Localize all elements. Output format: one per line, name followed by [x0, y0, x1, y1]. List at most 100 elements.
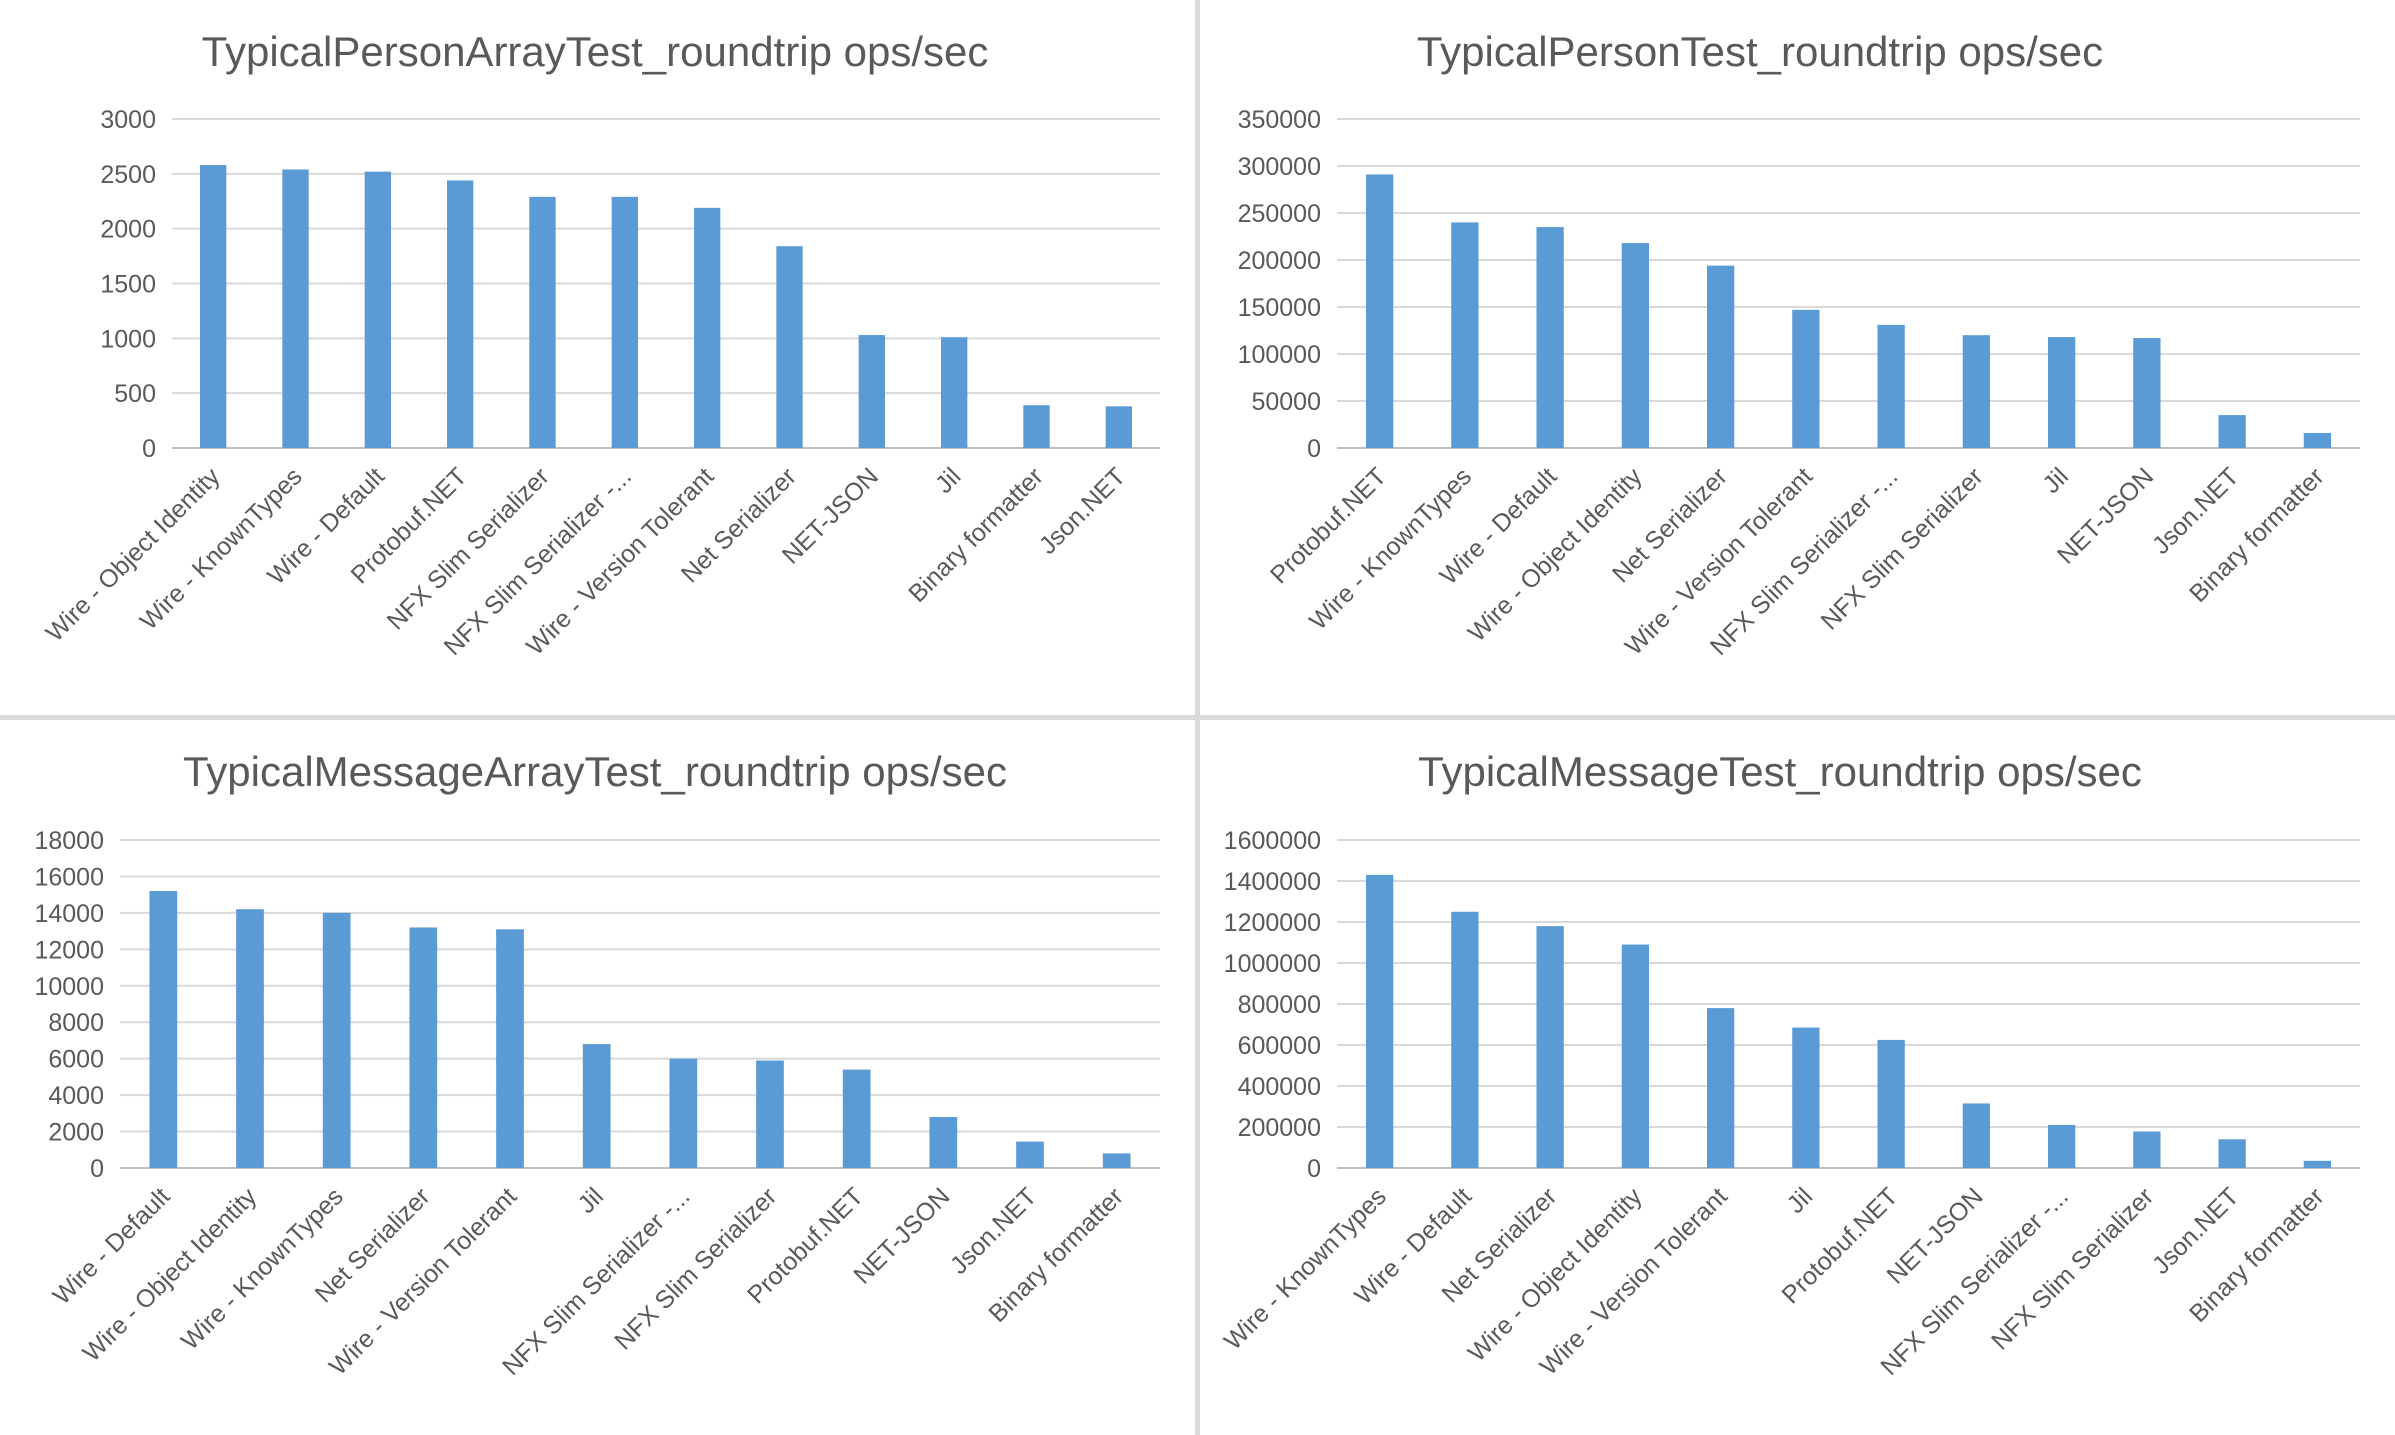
bar: [2303, 1160, 2332, 1168]
bar: [236, 909, 264, 1168]
bar: [1706, 265, 1735, 448]
y-tick-label: 14000: [34, 900, 104, 928]
bar: [858, 335, 886, 448]
chart-person-array: TypicalPersonArrayTest_roundtrip ops/sec…: [41, 28, 1160, 661]
bar: [611, 196, 639, 448]
bar: [776, 246, 803, 448]
bar: [1451, 911, 1479, 1168]
y-tick-label: 3000: [100, 106, 156, 134]
bar: [199, 165, 227, 448]
y-tick-label: 600000: [1238, 1032, 1321, 1060]
category-label: Binary formatter: [903, 462, 1049, 608]
bar: [929, 1116, 958, 1168]
chart-person: TypicalPersonTest_roundtrip ops/sec 0 5000…: [1238, 28, 2360, 661]
y-tick-label: 16000: [34, 863, 104, 891]
bar: [669, 1058, 698, 1168]
y-tick-label: 150000: [1238, 294, 1321, 322]
chart-message-array: TypicalMessageArrayTest_roundtrip ops/se…: [34, 748, 1160, 1381]
y-tick-label: 250000: [1238, 200, 1321, 228]
y-tick-label: 1600000: [1224, 827, 1321, 855]
y-tick-label: 18000: [34, 827, 104, 855]
bar: [1016, 1141, 1044, 1168]
y-tick-label: 10000: [34, 973, 104, 1001]
chart-panel-message: TypicalMessageTest_roundtrip ops/sec 0 200…: [1200, 720, 2395, 1435]
bar: [2218, 415, 2246, 448]
bar: [842, 1069, 871, 1168]
y-tick-label: 2000: [48, 1119, 104, 1147]
y-tick-label: 1200000: [1224, 909, 1321, 937]
bar: [529, 196, 556, 448]
category-label: Wire - KnownTypes: [176, 1182, 349, 1355]
horizontal-divider: [0, 715, 2395, 720]
category-label: Wire - Object Identity: [77, 1182, 262, 1367]
bar: [2133, 338, 2161, 448]
y-tick-label: 400000: [1238, 1073, 1321, 1101]
y-tick-label: 0: [1307, 1155, 1321, 1183]
bar: [940, 337, 968, 448]
bar: [1536, 926, 1564, 1168]
bar: [1792, 1027, 1820, 1168]
bar: [1877, 1039, 1905, 1168]
bar: [409, 927, 438, 1168]
bar: [2047, 1124, 2076, 1168]
category-label: Wire - KnownTypes: [1219, 1182, 1392, 1355]
bar: [1621, 243, 1650, 448]
y-tick-label: 8000: [48, 1009, 104, 1037]
category-label: Jil: [1782, 1182, 1818, 1218]
category-label: NFX Slim Serializer: [1816, 462, 1989, 635]
chart-message: TypicalMessageTest_roundtrip ops/sec 0 200…: [1219, 748, 2360, 1381]
bar: [1365, 174, 1394, 448]
chart-title: TypicalMessageTest_roundtrip ops/sec: [1418, 748, 2142, 795]
bar: [693, 207, 721, 448]
chart-panel-person: TypicalPersonTest_roundtrip ops/sec 0 5000…: [1200, 0, 2395, 715]
y-tick-label: 2500: [100, 161, 156, 189]
category-label: Wire - KnownTypes: [1304, 462, 1477, 635]
bar: [2218, 1139, 2246, 1168]
y-tick-label: 1400000: [1224, 868, 1321, 896]
bar: [1105, 406, 1133, 448]
bar: [1365, 874, 1394, 1168]
bar: [2047, 337, 2076, 448]
chart-panel-person-array: TypicalPersonArrayTest_roundtrip ops/sec…: [0, 0, 1195, 715]
category-label: Json.NET: [1034, 462, 1131, 559]
bar: [1621, 944, 1650, 1168]
y-tick-label: 500: [114, 380, 156, 408]
y-tick-label: 0: [1307, 435, 1321, 463]
y-tick-label: 1000: [100, 325, 156, 353]
category-label: NFX Slim Serializer: [609, 1182, 782, 1355]
bar: [1102, 1153, 1131, 1168]
bar: [1792, 309, 1820, 448]
category-label: Wire - KnownTypes: [135, 462, 308, 635]
y-tick-label: 12000: [34, 936, 104, 964]
chart-title: TypicalPersonArrayTest_roundtrip ops/sec: [202, 28, 989, 75]
bar: [364, 171, 392, 448]
y-tick-label: 6000: [48, 1046, 104, 1074]
y-tick-label: 100000: [1238, 341, 1321, 369]
y-tick-label: 350000: [1238, 106, 1321, 134]
y-tick-label: 200000: [1238, 247, 1321, 275]
chart-title: TypicalMessageArrayTest_roundtrip ops/se…: [183, 748, 1007, 795]
bar: [1962, 1103, 1991, 1168]
y-tick-label: 800000: [1238, 991, 1321, 1019]
category-label: Jil: [2037, 462, 2073, 498]
y-tick-label: 0: [90, 1155, 104, 1183]
bar: [2303, 432, 2332, 448]
y-tick-label: 200000: [1238, 1114, 1321, 1142]
bar: [1877, 324, 1905, 448]
bar: [282, 169, 309, 449]
bar: [1536, 227, 1564, 448]
y-tick-label: 2000: [100, 216, 156, 244]
category-label: NFX Slim Serializer: [382, 462, 555, 635]
chart-panel-message-array: TypicalMessageArrayTest_roundtrip ops/se…: [0, 720, 1195, 1435]
bar: [582, 1044, 611, 1168]
y-tick-label: 300000: [1238, 153, 1321, 181]
bar: [149, 891, 178, 1168]
bar: [496, 929, 524, 1168]
y-tick-label: 4000: [48, 1082, 104, 1110]
chart-title: TypicalPersonTest_roundtrip ops/sec: [1417, 28, 2103, 75]
bar: [2133, 1131, 2161, 1168]
category-label: Jil: [930, 462, 966, 498]
y-tick-label: 50000: [1251, 388, 1321, 416]
category-label: NFX Slim Serializer: [1986, 1182, 2159, 1355]
bar: [446, 180, 474, 448]
